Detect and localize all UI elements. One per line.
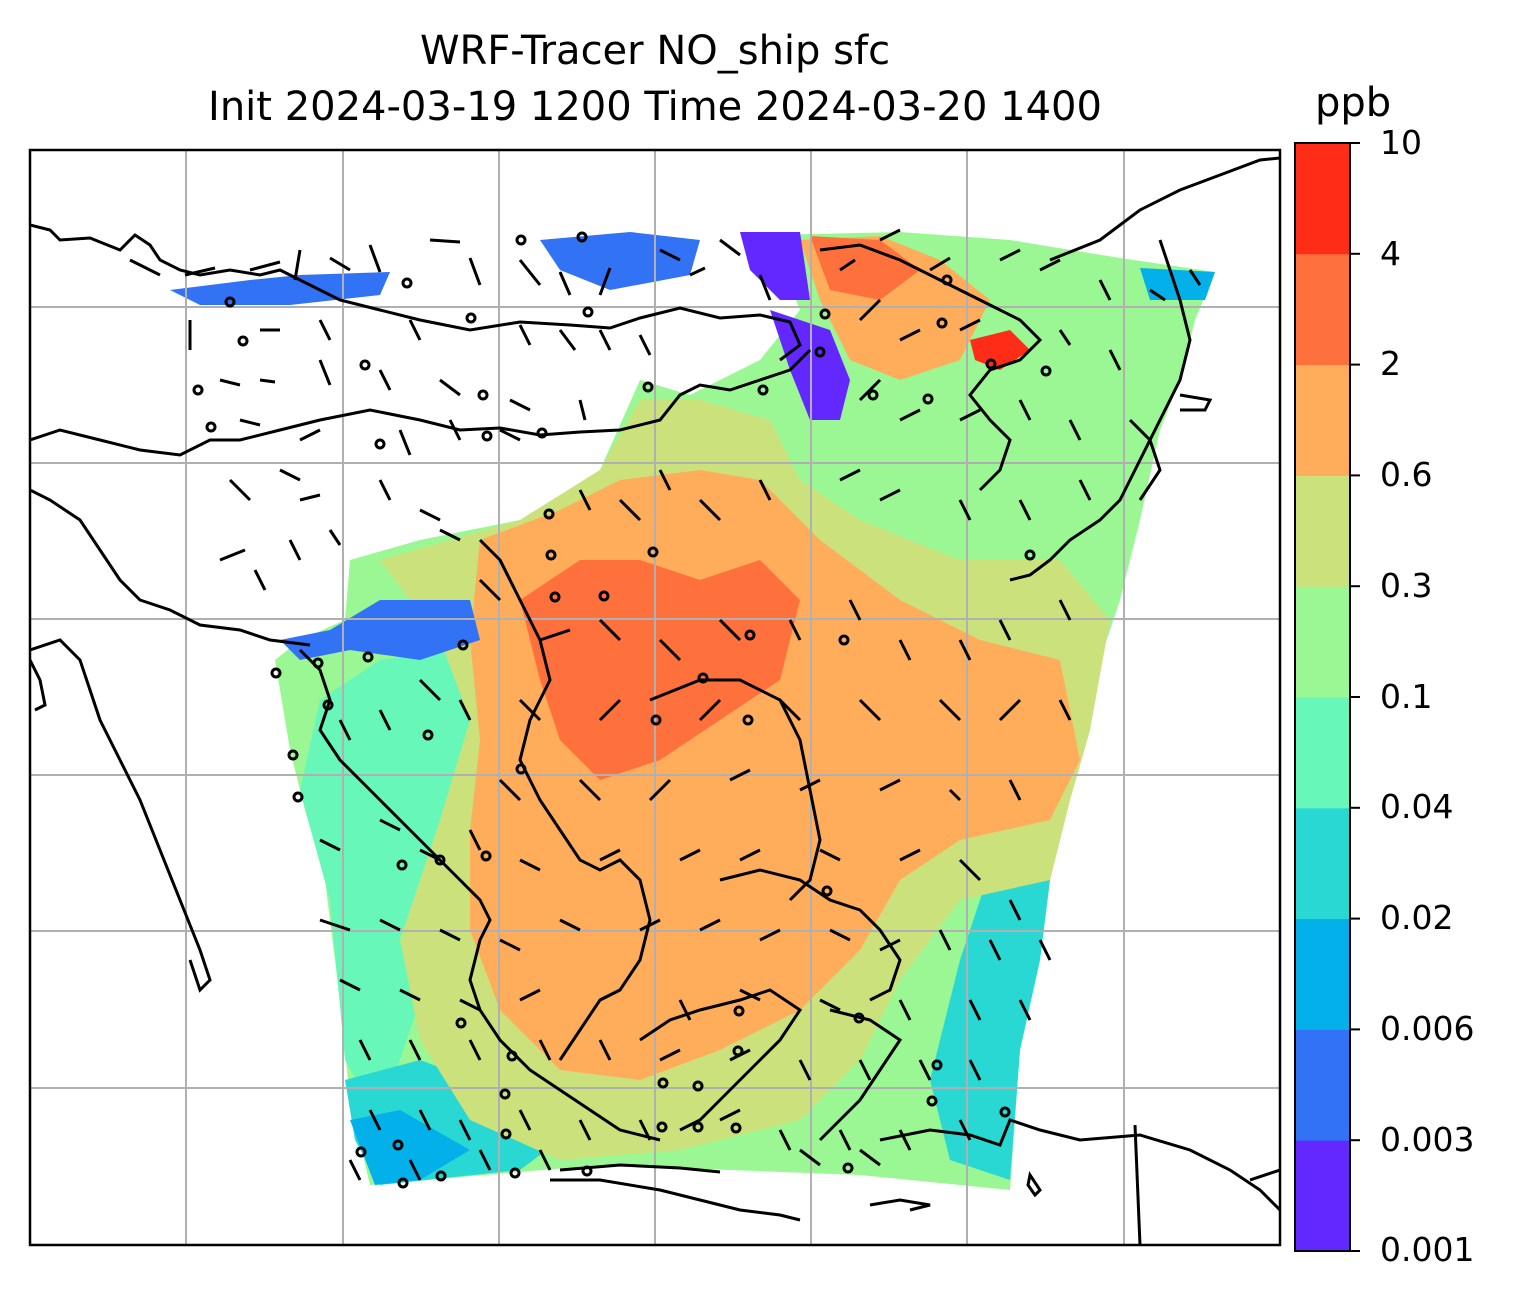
colorbar-segment <box>1295 143 1350 255</box>
colorbar <box>1295 143 1350 1252</box>
colorbar-tick-label: 0.02 <box>1380 898 1454 937</box>
colorbar-tick-marks <box>1350 142 1360 1252</box>
map-panel <box>30 150 1280 1245</box>
zone-blue-ne-strip <box>1140 268 1215 300</box>
colorbar-tick-label: 2 <box>1380 344 1401 383</box>
zone-light-green-west <box>300 650 480 1120</box>
zone-red-orange-north <box>810 236 920 300</box>
colorbar-tick-label: 0.3 <box>1380 566 1433 605</box>
colorbar-segment <box>1295 697 1350 809</box>
colorbar-tick-label: 0.04 <box>1380 787 1454 826</box>
colorbar-segment <box>1295 475 1350 587</box>
colorbar-tick-label: 0.6 <box>1380 455 1433 494</box>
concentration-field <box>170 232 1215 1190</box>
map-title-line2: Init 2024-03-19 1200 Time 2024-03-20 140… <box>208 84 1102 130</box>
colorbar-segment <box>1295 1029 1350 1141</box>
wind-barbs <box>129 228 1202 1181</box>
colorbar-segment <box>1295 918 1350 1030</box>
zone-blue-strip-north <box>540 232 700 290</box>
colorbar-tick-label: 0.003 <box>1380 1120 1475 1159</box>
zone-cyan-east <box>930 870 1050 1180</box>
colorbar-tick-label: 4 <box>1380 234 1401 273</box>
zone-purple-north <box>740 232 810 300</box>
zone-red-ne-coast <box>970 330 1030 370</box>
colorbar-tick-label: 10 <box>1380 123 1422 162</box>
zone-red-orange-core <box>520 560 800 780</box>
zone-blue-west-coast <box>280 600 480 660</box>
colorbar-segment <box>1295 364 1350 476</box>
colorbar-segment <box>1295 807 1350 920</box>
colorbar-unit-label: ppb <box>1315 80 1392 126</box>
colorbar-tick-label: 0.006 <box>1380 1009 1475 1048</box>
map-frame <box>28 148 1282 1247</box>
colorbar-segment <box>1295 1140 1350 1252</box>
colorbar-tick-label: 0.001 <box>1380 1230 1475 1269</box>
map-title-line1: WRF-Tracer NO_ship sfc <box>419 28 891 74</box>
colorbar-segment <box>1295 586 1350 698</box>
colorbar-segment <box>1295 253 1350 366</box>
calm-markers <box>192 231 1052 1189</box>
colorbar-tick-label: 0.1 <box>1380 677 1433 716</box>
